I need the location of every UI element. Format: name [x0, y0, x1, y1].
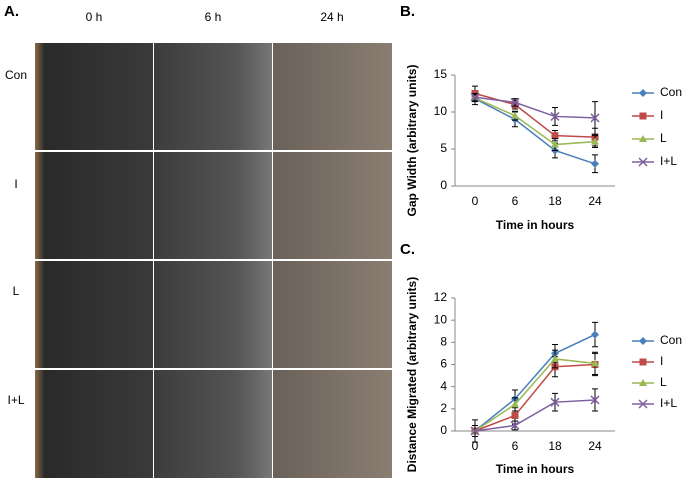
- marker: [551, 354, 559, 362]
- y-tick-label: 0: [440, 423, 447, 437]
- micrograph: [35, 261, 153, 368]
- micrograph: [154, 370, 272, 478]
- column-label: 24 h: [320, 10, 343, 24]
- x-tick-label: 0: [472, 194, 479, 208]
- legend-marker: [639, 89, 647, 97]
- micrograph: [273, 152, 392, 259]
- panel-label: B.: [400, 3, 415, 20]
- panel-label: A.: [4, 3, 19, 20]
- line: [474, 399, 596, 432]
- x-tick-label: 6: [512, 194, 519, 208]
- marker: [550, 111, 560, 121]
- marker: [591, 159, 599, 168]
- x-axis-title: Time in hours: [496, 462, 575, 476]
- micrograph: [35, 43, 153, 150]
- micrograph: [154, 261, 272, 368]
- series: [471, 321, 599, 438]
- x-tick-label: 18: [548, 194, 562, 208]
- x-axis-title: Time in hours: [496, 218, 575, 232]
- legend-label: I+L: [660, 396, 677, 410]
- micrograph: [154, 152, 272, 259]
- series: [470, 92, 600, 135]
- y-tick-label: 15: [434, 67, 448, 81]
- y-tick-label: 10: [434, 312, 448, 326]
- micrograph: [154, 43, 272, 150]
- series: [471, 352, 599, 438]
- line: [474, 97, 596, 146]
- y-tick-label: 2: [440, 401, 447, 415]
- legend-label: I: [660, 108, 663, 122]
- legend-label: Con: [660, 333, 682, 347]
- y-tick-label: 8: [440, 335, 447, 349]
- micrograph: [35, 152, 153, 259]
- marker: [590, 395, 600, 405]
- y-axis-title: Distance Migrated (arbitrary units): [405, 277, 419, 472]
- y-tick-label: 10: [434, 104, 448, 118]
- marker: [551, 140, 559, 148]
- marker: [470, 92, 480, 102]
- marker: [590, 113, 600, 123]
- marker: [470, 426, 480, 436]
- marker: [551, 132, 559, 140]
- marker: [550, 397, 560, 407]
- micrograph: [35, 370, 153, 478]
- legend-label: L: [660, 375, 667, 389]
- panel-label: C.: [400, 241, 415, 258]
- x-tick-label: 24: [588, 194, 602, 208]
- y-axis-title: Gap Width (arbitrary units): [405, 65, 419, 217]
- x-tick-label: 18: [548, 439, 562, 453]
- legend-marker: [639, 358, 647, 366]
- marker: [511, 411, 519, 419]
- line: [474, 333, 596, 432]
- row-label: L: [13, 284, 20, 298]
- line: [474, 96, 596, 119]
- marker: [511, 111, 519, 119]
- line: [474, 358, 596, 432]
- x-tick-label: 24: [588, 439, 602, 453]
- y-tick-label: 0: [440, 178, 447, 192]
- marker: [591, 359, 599, 367]
- series: [470, 388, 600, 443]
- series: [471, 93, 599, 151]
- legend-label: Con: [660, 85, 682, 99]
- legend-label: L: [660, 131, 667, 145]
- legend-marker: [639, 379, 647, 386]
- x-tick-label: 0: [472, 439, 479, 453]
- micrograph: [273, 370, 392, 478]
- legend-marker: [639, 337, 647, 345]
- y-tick-label: 5: [440, 141, 447, 155]
- legend-marker: [639, 112, 647, 120]
- micrograph: [273, 43, 392, 150]
- legend-marker: [639, 135, 647, 142]
- marker: [511, 400, 519, 408]
- row-label: Con: [5, 68, 27, 82]
- y-tick-label: 4: [440, 379, 447, 393]
- legend-marker: [638, 157, 648, 167]
- legend-label: I+L: [660, 154, 677, 168]
- legend-label: I: [660, 354, 663, 368]
- y-tick-label: 6: [440, 357, 447, 371]
- y-tick-label: 12: [434, 290, 448, 304]
- legend-marker: [638, 399, 648, 409]
- line: [474, 98, 596, 165]
- micrograph: [273, 261, 392, 368]
- micrographs: [35, 43, 392, 478]
- x-tick-label: 6: [512, 439, 519, 453]
- row-label: I+L: [7, 393, 24, 407]
- marker: [591, 137, 599, 145]
- marker: [510, 97, 520, 107]
- series: [471, 349, 599, 438]
- marker: [510, 420, 520, 430]
- row-label: I: [14, 177, 17, 191]
- column-label: 6 h: [205, 10, 222, 24]
- column-label: 0 h: [86, 10, 103, 24]
- line: [474, 363, 596, 432]
- marker: [591, 330, 599, 339]
- series: [471, 85, 599, 147]
